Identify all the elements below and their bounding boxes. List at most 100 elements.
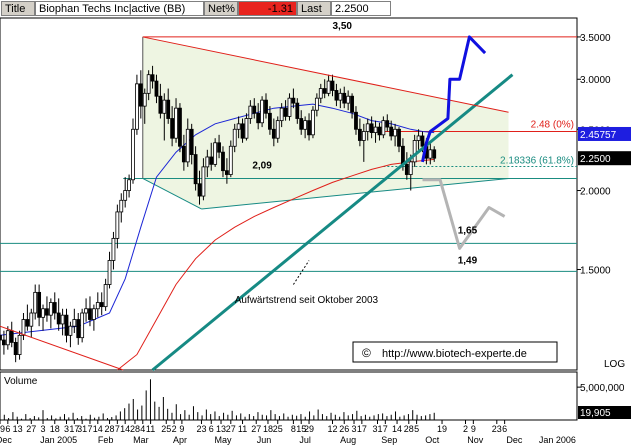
candle-body xyxy=(91,308,96,320)
x-month-label: Jun xyxy=(257,435,272,445)
x-tick-label: 27 xyxy=(251,424,261,434)
x-tick-label: 4 xyxy=(140,424,145,434)
candle-body xyxy=(193,154,198,185)
candle-body xyxy=(48,302,53,316)
annotation-top-value: 3,50 xyxy=(333,21,353,32)
candle-body xyxy=(330,80,335,91)
last-price-badge-text: 2.2500 xyxy=(580,154,611,165)
candle-body xyxy=(56,312,61,325)
candle-body xyxy=(17,334,22,356)
annotation-level-165: 1,65 xyxy=(458,225,478,236)
x-tick-label: 14 xyxy=(93,424,103,434)
candle-body xyxy=(217,142,221,153)
x-tick-label: 2 xyxy=(463,424,468,434)
projection-bullish xyxy=(421,35,487,163)
candle-body xyxy=(189,128,194,155)
candle-body xyxy=(357,128,362,141)
volume-last-badge xyxy=(578,406,631,419)
x-tick-label: 27 xyxy=(26,424,36,434)
x-tick-label: 17 xyxy=(69,424,79,434)
candle-body xyxy=(232,128,237,147)
x-tick-label: 11 xyxy=(238,424,247,434)
x-month-label: Aug xyxy=(340,435,356,445)
x-tick-label: 27 xyxy=(226,424,236,434)
x-tick-label: 31 xyxy=(77,424,87,434)
volume-label: Volume xyxy=(4,376,38,387)
candle-body xyxy=(213,142,218,165)
candle-body xyxy=(127,179,131,191)
candle-body xyxy=(397,128,401,147)
y-tick-label: 3.0000 xyxy=(580,75,611,86)
x-tick-label: 13 xyxy=(13,424,23,434)
candle-body xyxy=(338,92,343,101)
candle-body xyxy=(432,149,437,159)
candle-body xyxy=(88,308,92,320)
candle-body xyxy=(303,120,308,130)
candle-body xyxy=(389,126,394,137)
x-tick-label: 14 xyxy=(392,424,402,434)
x-tick-label: 7 xyxy=(383,424,388,434)
last-value: 2.2500 xyxy=(331,1,391,16)
volume-plot-frame xyxy=(0,371,578,421)
candle-body xyxy=(135,83,139,130)
candle-body xyxy=(13,342,18,356)
candle-body xyxy=(111,237,116,261)
candle-body xyxy=(185,128,190,163)
candle-body xyxy=(33,291,38,314)
candle-body xyxy=(29,312,34,327)
x-month-label: Dec xyxy=(0,435,12,445)
trend-annotation: Aufwärtstrend seit Oktober 2003 xyxy=(235,295,379,306)
candle-body xyxy=(0,334,2,341)
title-label: Title xyxy=(1,1,35,16)
candle-body xyxy=(318,88,323,99)
x-tick-label: 6 xyxy=(502,424,507,434)
x-tick-label: 23 xyxy=(196,424,206,434)
candle-body xyxy=(260,99,264,124)
candle-body xyxy=(5,330,10,346)
x-tick-label: 11 xyxy=(146,424,155,434)
volume-tick-label: 5,000,000 xyxy=(580,383,625,394)
moving-average-red xyxy=(117,158,435,371)
candle-body xyxy=(162,99,167,114)
candle-body xyxy=(350,95,354,113)
x-tick-label: 8 xyxy=(291,424,296,434)
volume-last-badge-text: 19,905 xyxy=(580,408,611,419)
candle-body xyxy=(381,120,386,136)
y-tick-label: 3.5000 xyxy=(580,33,611,44)
candle-body xyxy=(25,319,30,327)
candle-body xyxy=(236,123,241,130)
x-tick-label: 5 xyxy=(414,424,419,434)
candle-body xyxy=(287,97,292,117)
y-tick-label: 2.0000 xyxy=(580,187,611,198)
chart-header: Title Biophan Techs Inc|active (BB) Net%… xyxy=(0,0,631,17)
early-downtrend-line xyxy=(0,325,124,371)
x-month-label: Oct xyxy=(425,435,440,445)
x-tick-label: 9 xyxy=(471,424,476,434)
x-tick-label: 28 xyxy=(105,424,115,434)
candle-body xyxy=(119,199,124,213)
x-tick-label: 29 xyxy=(304,424,314,434)
candle-body xyxy=(154,80,159,97)
fib-618-label: 2.18336 (61.8%) xyxy=(500,155,574,166)
candle-body xyxy=(322,88,327,94)
x-tick-label: 18 xyxy=(263,424,273,434)
x-month-label: Nov xyxy=(467,435,484,445)
copyright-box xyxy=(352,341,558,363)
candle-body xyxy=(334,90,339,101)
candle-body xyxy=(311,109,315,136)
candle-body xyxy=(103,284,108,308)
candle-body xyxy=(248,105,253,119)
candle-body xyxy=(275,120,280,139)
blue-price-badge xyxy=(578,126,631,141)
candle-body xyxy=(64,314,69,336)
candle-body xyxy=(373,126,378,133)
x-tick-label: 6 xyxy=(209,424,214,434)
candle-body xyxy=(123,190,128,201)
candle-body xyxy=(99,302,104,308)
candle-body xyxy=(295,102,300,119)
candle-body xyxy=(404,163,409,175)
last-label: Last xyxy=(297,1,331,16)
net-change-label: Net% xyxy=(204,1,238,16)
candle-body xyxy=(80,312,85,339)
candle-body xyxy=(41,308,45,318)
